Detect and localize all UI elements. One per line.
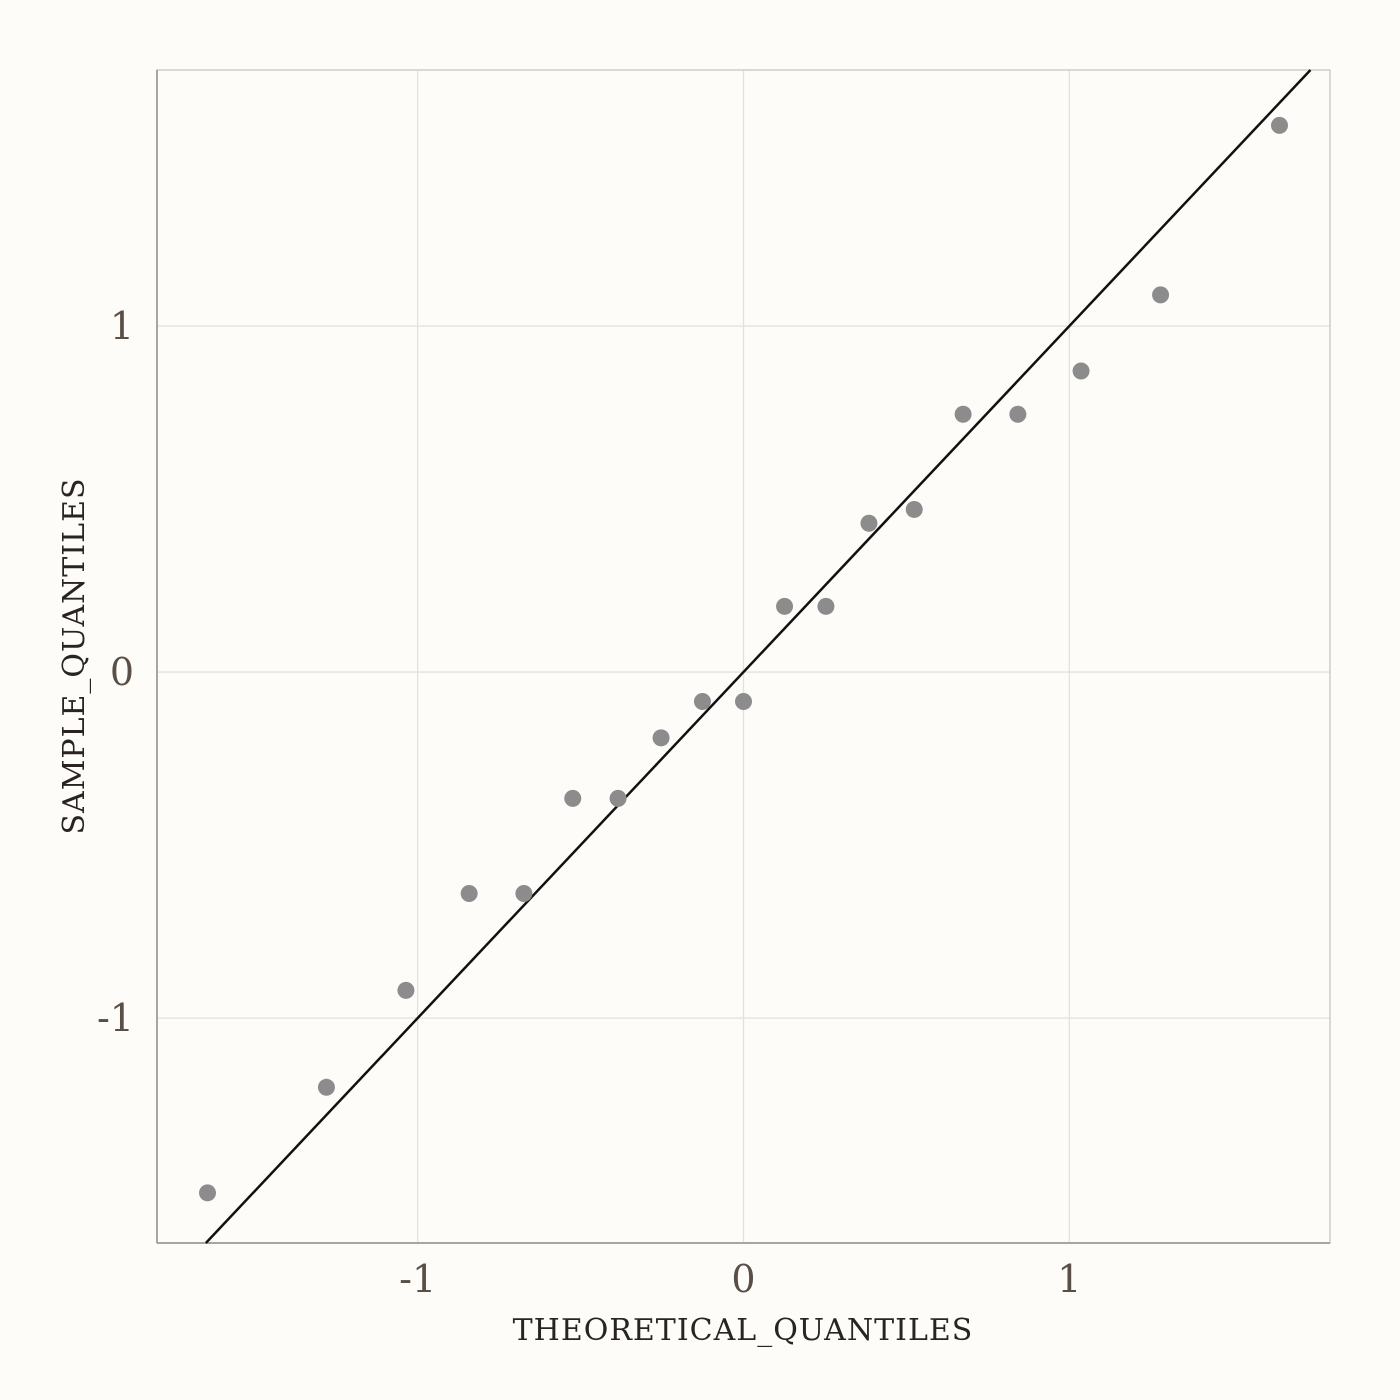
data-point <box>905 500 923 518</box>
x-tick-label: -1 <box>399 1257 436 1301</box>
data-point <box>317 1078 335 1096</box>
data-points <box>199 116 1288 1202</box>
data-point <box>860 514 878 532</box>
reference-line <box>204 69 1312 1244</box>
data-point <box>735 692 752 710</box>
data-point <box>199 1184 217 1202</box>
data-point <box>564 789 582 807</box>
data-point <box>1072 362 1090 380</box>
y-axis-title: SAMPLE_QUANTILES <box>57 477 92 834</box>
data-point <box>1152 286 1170 304</box>
y-tick-label: 1 <box>110 304 134 348</box>
x-tick-label: 0 <box>731 1257 755 1301</box>
y-tick-label: 0 <box>110 650 134 694</box>
data-point <box>1270 116 1288 134</box>
data-point <box>817 597 835 615</box>
data-point <box>460 885 478 903</box>
data-point <box>609 789 627 807</box>
data-point <box>776 597 794 615</box>
grid <box>157 70 1330 1243</box>
x-tick-label: 1 <box>1057 1257 1081 1301</box>
y-tick-label: -1 <box>97 996 134 1040</box>
x-axis-title: THEORETICAL_QUANTILES <box>513 1313 974 1348</box>
x-tick-labels: -1 0 1 <box>399 1257 1081 1301</box>
data-point <box>652 729 670 747</box>
y-tick-labels: -1 0 1 <box>97 304 134 1040</box>
data-point <box>693 692 711 710</box>
data-point <box>954 405 972 423</box>
data-point <box>397 981 415 999</box>
data-point <box>515 885 533 903</box>
data-point <box>1009 405 1027 423</box>
